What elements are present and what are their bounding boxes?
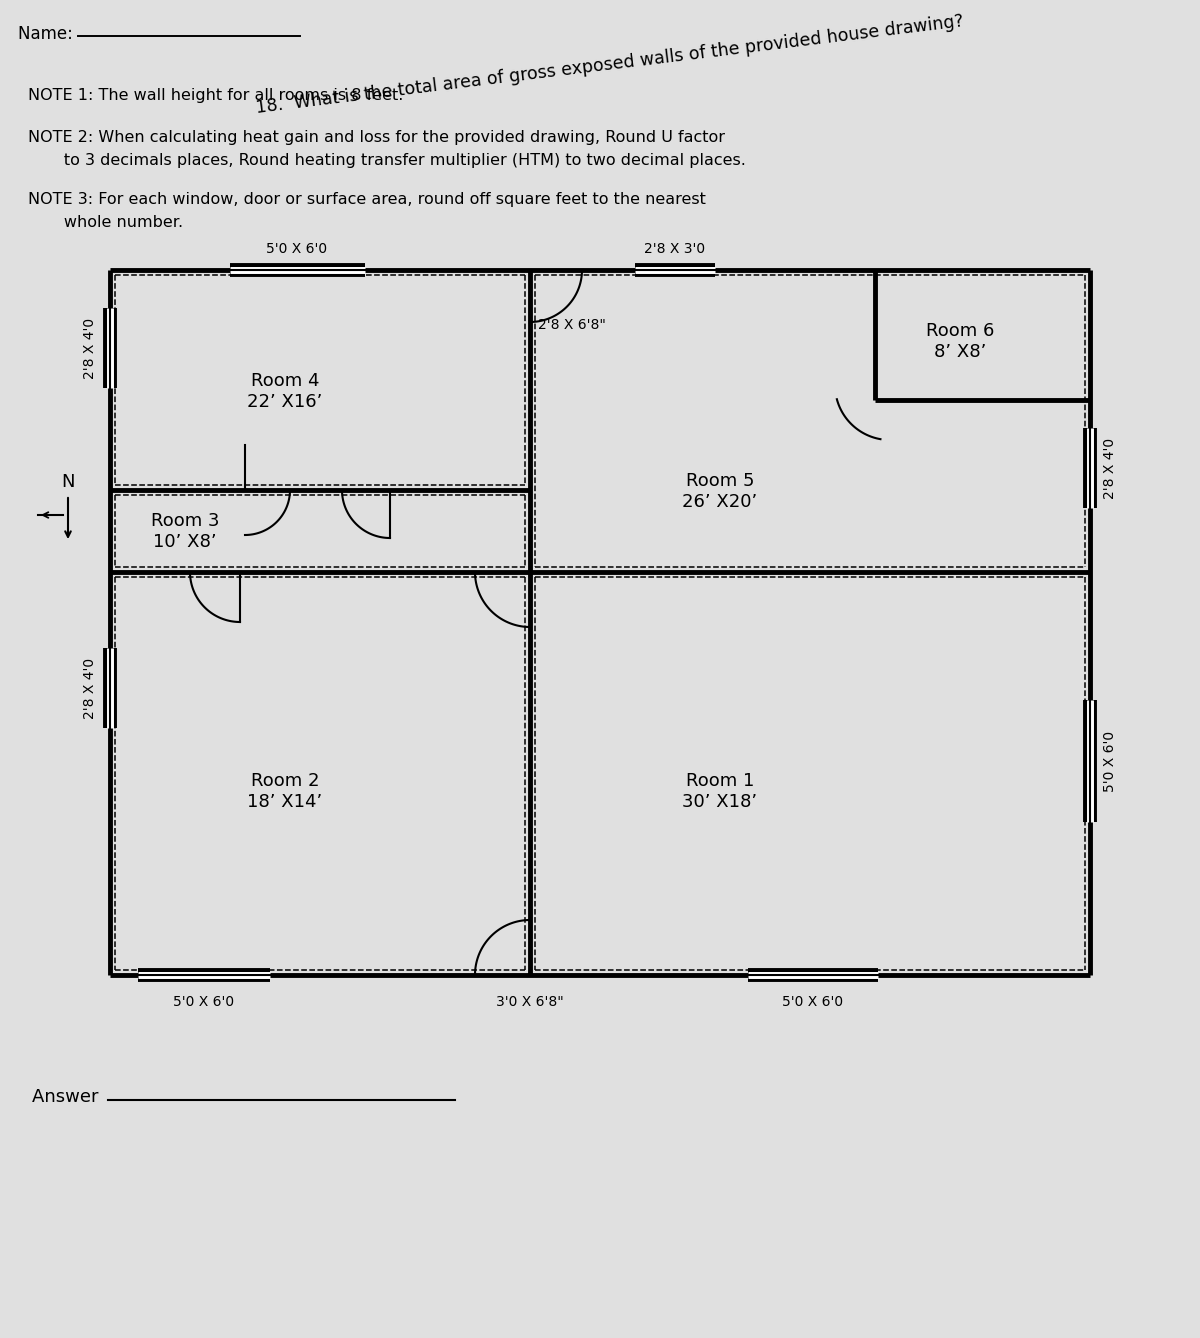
- Text: 8’ X8’: 8’ X8’: [934, 343, 986, 361]
- Text: 30’ X18’: 30’ X18’: [683, 793, 757, 811]
- Text: NOTE 3: For each window, door or surface area, round off square feet to the near: NOTE 3: For each window, door or surface…: [28, 191, 706, 207]
- Text: Room 3: Room 3: [151, 512, 220, 530]
- Text: 2'8 X 6'8": 2'8 X 6'8": [538, 318, 606, 332]
- Text: 18’ X14’: 18’ X14’: [247, 793, 323, 811]
- Text: Room 2: Room 2: [251, 772, 319, 789]
- Text: 2'8 X 3'0: 2'8 X 3'0: [644, 242, 706, 256]
- Text: 18.  What is the total area of gross exposed walls of the provided house drawing: 18. What is the total area of gross expo…: [256, 12, 965, 116]
- Text: Room 5: Room 5: [685, 472, 755, 490]
- Text: Room 1: Room 1: [686, 772, 754, 789]
- Text: 3'0 X 6'8": 3'0 X 6'8": [496, 995, 564, 1009]
- Text: 5'0 X 6'0: 5'0 X 6'0: [174, 995, 234, 1009]
- Text: Name:: Name:: [18, 25, 78, 43]
- Text: whole number.: whole number.: [28, 215, 184, 230]
- Text: Answer: Answer: [32, 1088, 104, 1107]
- Text: to 3 decimals places, Round heating transfer multiplier (HTM) to two decimal pla: to 3 decimals places, Round heating tran…: [28, 153, 746, 169]
- Text: NOTE 1: The wall height for all rooms is 8 feet.: NOTE 1: The wall height for all rooms is…: [28, 88, 403, 103]
- Text: 22’ X16’: 22’ X16’: [247, 393, 323, 411]
- Text: 2'8 X 4'0: 2'8 X 4'0: [83, 317, 97, 379]
- Text: N: N: [61, 474, 74, 491]
- Text: 5'0 X 6'0: 5'0 X 6'0: [782, 995, 844, 1009]
- Text: Room 4: Room 4: [251, 372, 319, 389]
- Text: 2'8 X 4'0: 2'8 X 4'0: [83, 657, 97, 719]
- Text: Room 6: Room 6: [926, 322, 994, 340]
- Text: 5'0 X 6'0: 5'0 X 6'0: [266, 242, 328, 256]
- Text: NOTE 2: When calculating heat gain and loss for the provided drawing, Round U fa: NOTE 2: When calculating heat gain and l…: [28, 130, 725, 145]
- Text: 5'0 X 6'0: 5'0 X 6'0: [1103, 731, 1117, 792]
- Text: 10’ X8’: 10’ X8’: [154, 533, 217, 551]
- Text: 2'8 X 4'0: 2'8 X 4'0: [1103, 438, 1117, 499]
- Text: 26’ X20’: 26’ X20’: [683, 492, 757, 511]
